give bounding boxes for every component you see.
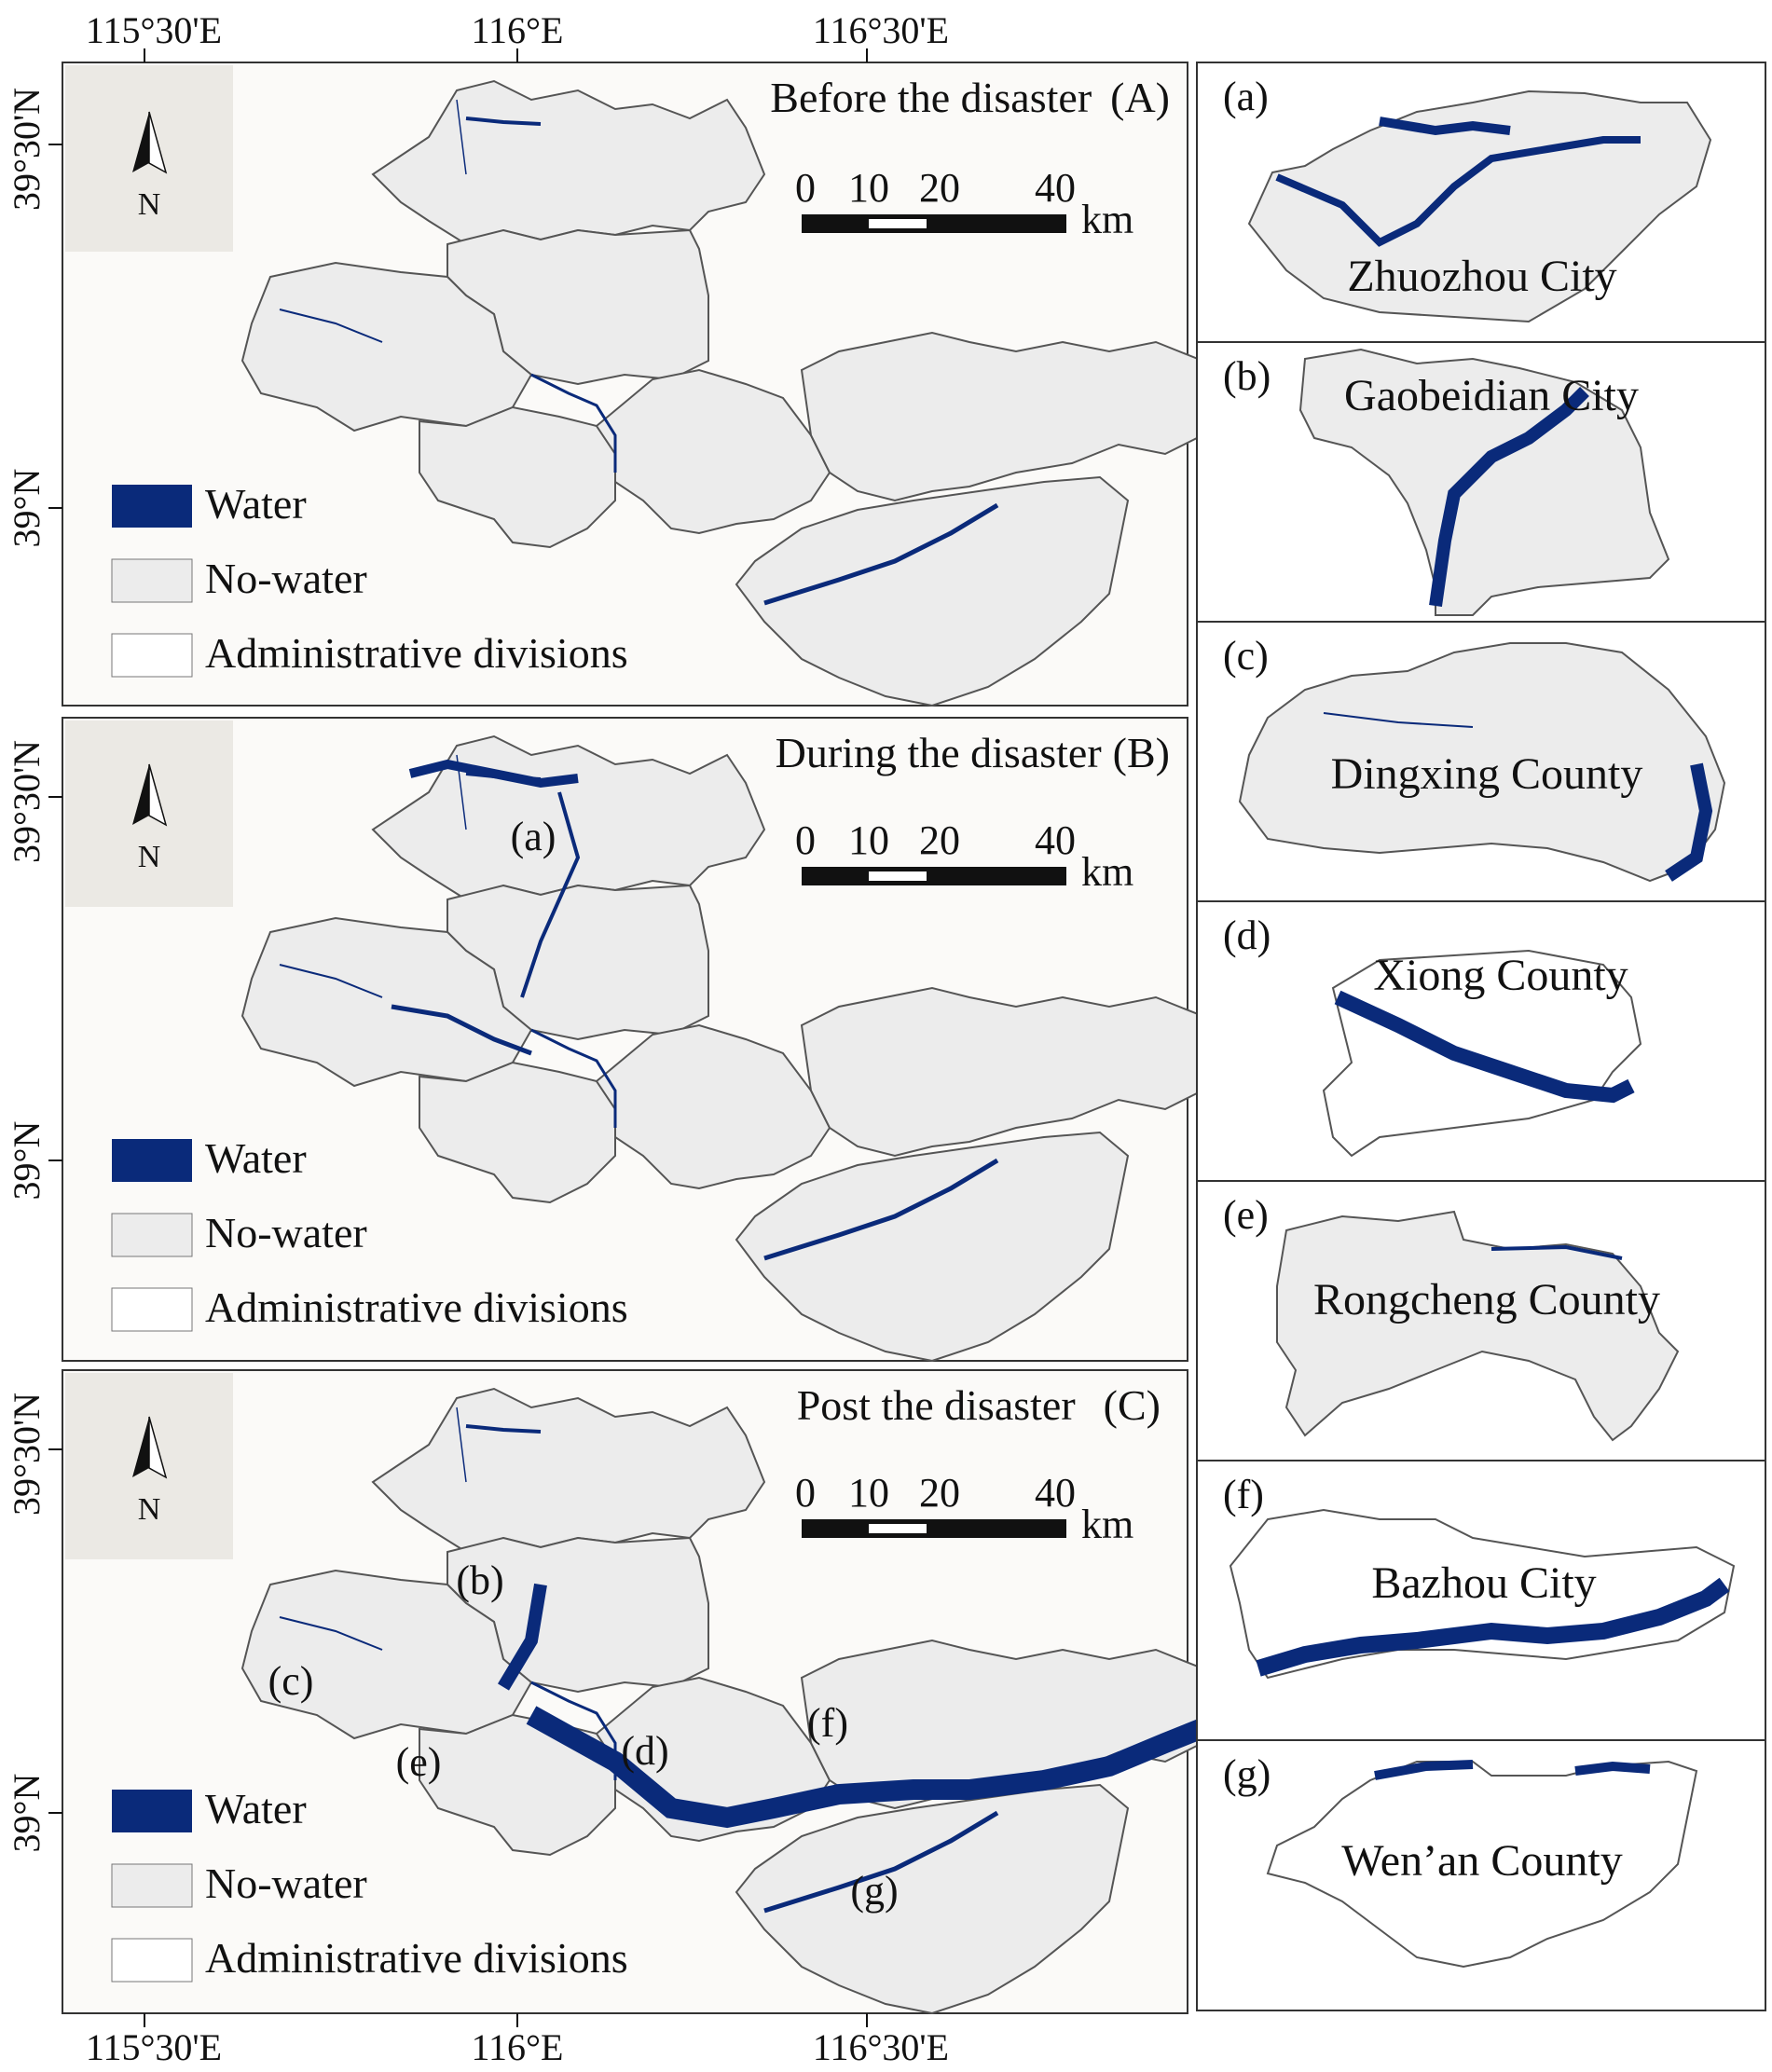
svg-text:39°N: 39°N	[6, 469, 48, 548]
svg-text:10: 10	[848, 165, 889, 211]
svg-text:115°30'E: 115°30'E	[86, 2026, 222, 2067]
svg-text:Water: Water	[205, 1134, 307, 1182]
svg-text:39°N: 39°N	[6, 1774, 48, 1853]
region-label: (a)	[511, 814, 556, 859]
svg-text:Water: Water	[205, 1785, 307, 1832]
north-arrow-icon: N	[131, 763, 167, 874]
region-label: (e)	[396, 1739, 442, 1785]
svg-text:(g): (g)	[1223, 1751, 1271, 1797]
svg-text:39°30'N: 39°30'N	[6, 1393, 48, 1516]
svg-text:39°N: 39°N	[6, 1121, 48, 1201]
inset-d-name: Xiong County	[1373, 951, 1628, 1000]
inset-a-name: Zhuozhou City	[1347, 252, 1616, 301]
svg-text:116°30'E: 116°30'E	[813, 9, 949, 51]
left-coordinate-ticks: 39°30'N 39°N 39°30'N 39°N 39°30'N 39°N	[6, 88, 62, 1852]
region-label: (d)	[621, 1728, 668, 1774]
svg-text:10: 10	[848, 1470, 889, 1516]
svg-text:N: N	[138, 1492, 161, 1527]
svg-text:0: 0	[795, 165, 816, 211]
panel-C: N Post the disaster (C) (b) (c) (d) (e) (…	[62, 1369, 1231, 2014]
svg-text:20: 20	[919, 1470, 960, 1516]
svg-text:km: km	[1081, 1502, 1133, 1547]
svg-text:20: 20	[919, 817, 960, 863]
svg-text:0: 0	[795, 817, 816, 863]
inset-g-name: Wen’an County	[1341, 1836, 1622, 1886]
north-arrow-icon: N	[131, 111, 167, 222]
inset-b-name: Gaobeidian City	[1344, 371, 1639, 420]
region-label: (g)	[850, 1868, 898, 1914]
panel-B-map	[241, 735, 1231, 1362]
svg-text:Administrative divisions: Administrative divisions	[205, 1283, 628, 1331]
svg-text:No-water: No-water	[205, 555, 367, 602]
bottom-coordinate-ticks: 115°30'E 116°E 116°30'E	[86, 2013, 949, 2068]
svg-text:40: 40	[1035, 165, 1076, 211]
svg-text:Administrative divisions: Administrative divisions	[205, 629, 628, 677]
svg-text:39°30'N: 39°30'N	[6, 88, 48, 211]
region-label: (f)	[807, 1700, 848, 1746]
svg-text:No-water: No-water	[205, 1209, 367, 1256]
svg-text:(b): (b)	[1223, 353, 1271, 399]
svg-text:39°30'N: 39°30'N	[6, 740, 48, 863]
svg-text:(d): (d)	[1223, 913, 1271, 958]
scale-bar: 0 10 20 40 km	[795, 1470, 1133, 1547]
svg-text:115°30'E: 115°30'E	[86, 9, 222, 51]
panel-A-title: Before the disaster (A)	[770, 74, 1170, 121]
panel-B-title: During the disaster (B)	[776, 729, 1170, 776]
north-arrow-icon: N	[131, 1416, 167, 1527]
scale-bar: 0 10 20 40 km	[795, 165, 1133, 242]
inset-c: (c) Dingxing County	[1196, 621, 1766, 902]
svg-text:N: N	[138, 840, 161, 874]
svg-text:10: 10	[848, 817, 889, 863]
panel-A: N Before the disaster (A) 0 10 20 40 km W…	[62, 62, 1231, 707]
region-label: (c)	[268, 1658, 314, 1704]
panel-B: N During the disaster (B) (a) 0 10 20 40 …	[62, 717, 1231, 1362]
inset-c-name: Dingxing County	[1331, 749, 1643, 799]
svg-text:116°E: 116°E	[472, 9, 564, 51]
scale-bar: 0 10 20 40 km	[795, 817, 1133, 895]
svg-text:(a): (a)	[1223, 74, 1269, 119]
inset-d: (d) Xiong County	[1196, 900, 1766, 1182]
svg-text:Water: Water	[205, 480, 307, 528]
panel-C-title: Post the disaster (C)	[797, 1381, 1161, 1429]
inset-g: (g) Wen’an County	[1196, 1739, 1766, 2011]
legend: Water No-water Administrative divisions	[111, 480, 628, 678]
svg-text:116°E: 116°E	[472, 2026, 564, 2067]
region-label: (b)	[456, 1557, 503, 1603]
inset-a: (a) Zhuozhou City	[1196, 62, 1766, 343]
svg-text:40: 40	[1035, 817, 1076, 863]
legend: Water No-water Administrative divisions	[111, 1785, 628, 1983]
svg-text:Administrative divisions: Administrative divisions	[205, 1934, 628, 1982]
svg-text:km: km	[1081, 849, 1133, 895]
svg-text:(c): (c)	[1223, 633, 1269, 679]
inset-f: (f) Bazhou City	[1196, 1460, 1766, 1741]
svg-text:No-water: No-water	[205, 1859, 367, 1907]
inset-e: (e) Rongcheng County	[1196, 1180, 1766, 1461]
inset-b: (b) Gaobeidian City	[1196, 341, 1766, 623]
north-label: N	[138, 187, 161, 222]
panel-C-map	[241, 1388, 1231, 2014]
legend: Water No-water Administrative divisions	[111, 1134, 628, 1332]
inset-e-name: Rongcheng County	[1313, 1275, 1660, 1324]
svg-text:40: 40	[1035, 1470, 1076, 1516]
svg-text:(f): (f)	[1223, 1472, 1264, 1517]
svg-text:km: km	[1081, 197, 1133, 242]
svg-text:20: 20	[919, 165, 960, 211]
svg-text:(e): (e)	[1223, 1192, 1269, 1238]
top-coordinate-ticks: 115°30'E 116°E 116°30'E	[86, 9, 949, 62]
svg-text:0: 0	[795, 1470, 816, 1516]
svg-text:116°30'E: 116°30'E	[813, 2026, 949, 2067]
inset-f-name: Bazhou City	[1371, 1558, 1596, 1608]
